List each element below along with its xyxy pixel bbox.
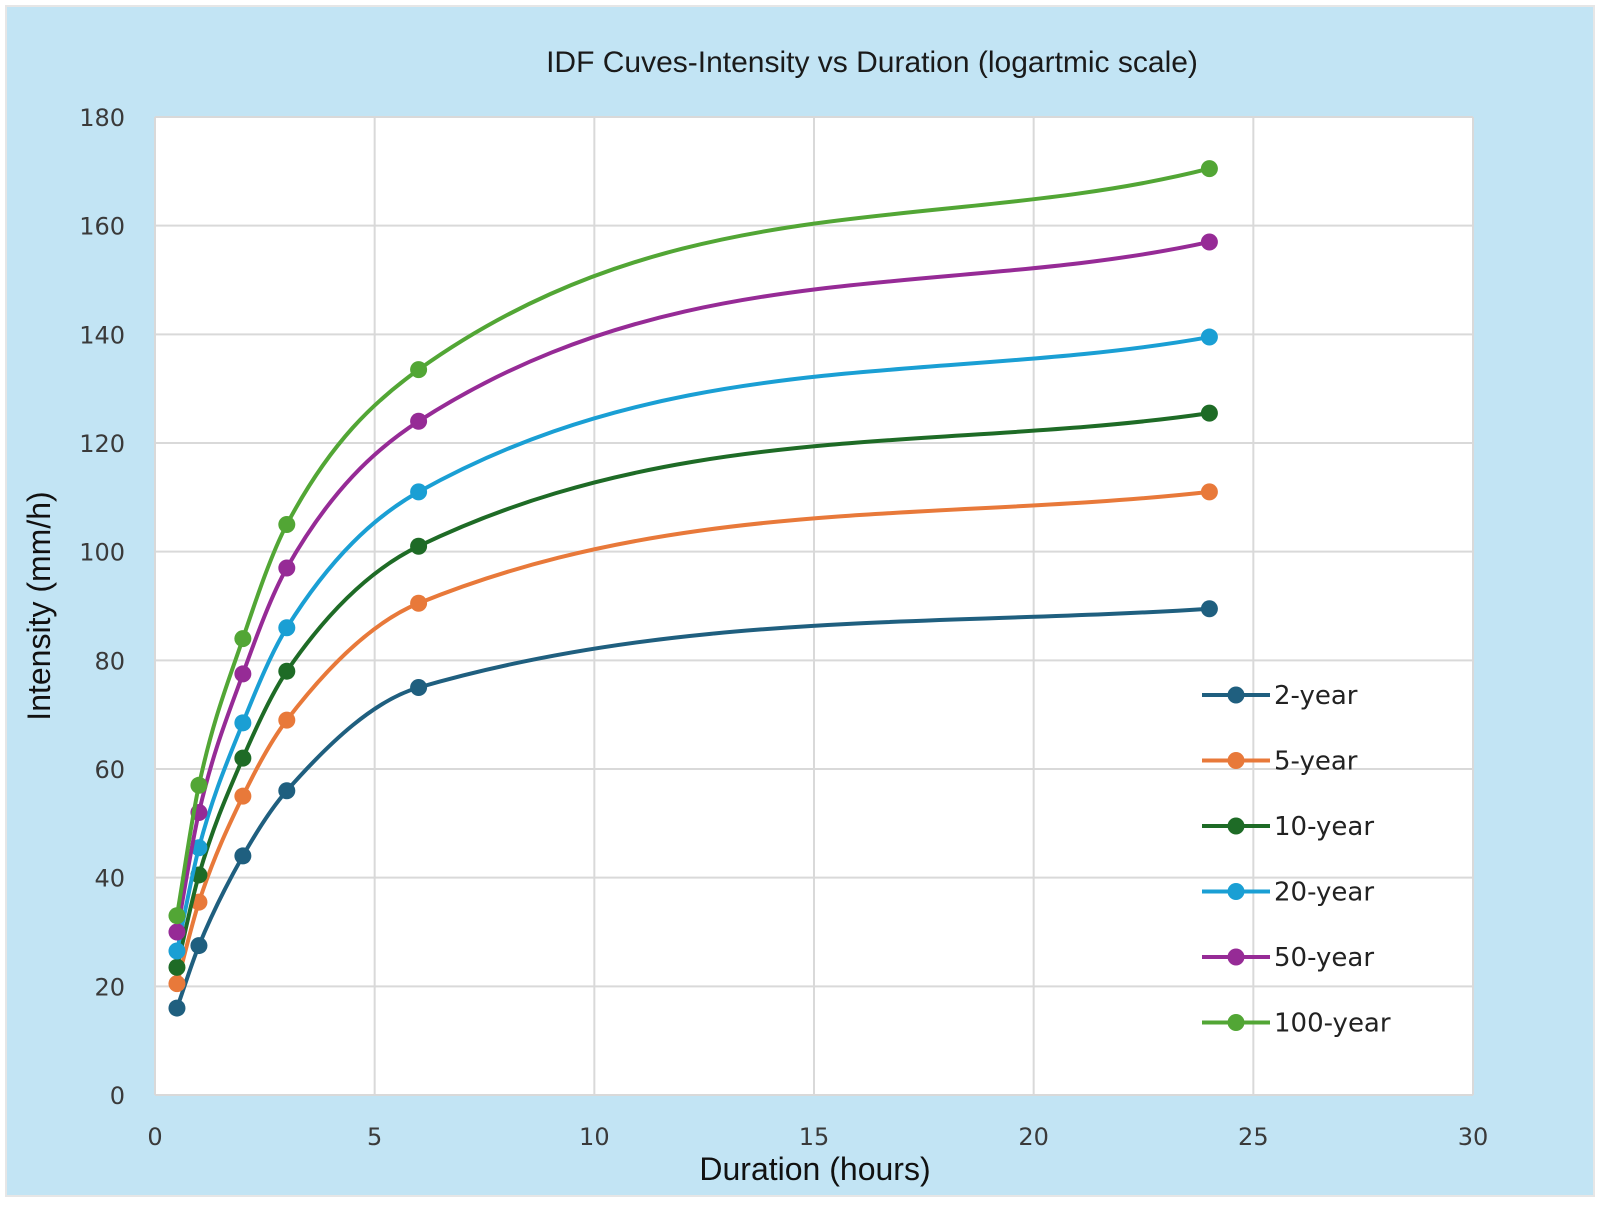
y-tick-label: 20 (94, 973, 125, 1001)
y-tick-label: 120 (79, 430, 125, 458)
series-20-year (168, 328, 1218, 960)
data-point (278, 559, 296, 577)
data-point (278, 516, 296, 533)
legend-item: 100-year (1202, 1009, 1391, 1039)
data-point (1200, 328, 1218, 346)
data-point (234, 665, 252, 683)
legend-label: 10-year (1274, 812, 1374, 842)
x-tick-label: 10 (579, 1123, 610, 1151)
legend-label: 5-year (1274, 747, 1358, 777)
data-point (278, 619, 296, 637)
legend: 2-year 5-year 10-year 20-year 50-year 100-yea… (1202, 681, 1391, 1039)
series-line (175, 606, 1210, 1009)
data-point (234, 714, 252, 732)
legend-item: 5-year (1202, 747, 1358, 777)
data-point (234, 749, 252, 767)
data-point (168, 923, 186, 941)
legend-label: 50-year (1274, 943, 1374, 973)
data-point (410, 361, 428, 379)
data-point (168, 999, 186, 1017)
y-tick-label: 0 (110, 1082, 125, 1110)
legend-marker (1227, 817, 1245, 835)
y-tick-label: 160 (79, 213, 125, 241)
x-tick-label: 0 (147, 1123, 162, 1151)
data-point (410, 679, 428, 696)
data-point (278, 662, 296, 680)
data-point (190, 839, 208, 857)
chart-title: IDF Cuves-Intensity vs Duration (logartm… (546, 46, 1198, 79)
series-2-year (168, 600, 1218, 1017)
legend-marker (1227, 1014, 1245, 1031)
data-point (410, 537, 428, 555)
legend-marker (1227, 752, 1245, 769)
data-point (278, 711, 296, 729)
x-tick-label: 30 (1458, 1123, 1489, 1151)
data-point (1200, 483, 1218, 501)
y-tick-label: 80 (94, 647, 125, 675)
tick-labels: 0 20 40 60 80 100 120 140 160 180 0 5 10 15 20 25 30 (79, 104, 1488, 1151)
x-tick-label: 5 (367, 1123, 382, 1151)
y-tick-label: 40 (94, 865, 125, 893)
data-point (410, 483, 428, 501)
gridlines (154, 116, 1474, 1096)
legend-item: 20-year (1202, 878, 1374, 908)
series-5-year (168, 483, 1218, 993)
legend-marker (1227, 948, 1245, 966)
legend-item: 50-year (1202, 943, 1374, 973)
data-point (190, 776, 208, 794)
data-point (190, 937, 208, 955)
data-point (234, 847, 252, 865)
data-point (1200, 233, 1218, 251)
series-100-year (168, 160, 1218, 925)
data-point (168, 958, 186, 976)
y-tick-label: 180 (79, 104, 125, 132)
series-line (175, 411, 1210, 968)
legend-marker (1227, 883, 1245, 900)
x-tick-label: 25 (1238, 1123, 1269, 1151)
y-tick-label: 60 (94, 756, 125, 784)
series-50-year (168, 233, 1218, 941)
data-point (168, 975, 186, 993)
y-tick-label: 100 (79, 539, 125, 567)
legend-item: 10-year (1202, 812, 1374, 842)
x-tick-label: 20 (1018, 1123, 1049, 1151)
legend-item: 2-year (1202, 681, 1358, 711)
legend-label: 2-year (1274, 681, 1358, 711)
data-point (1200, 404, 1218, 422)
data-point (410, 412, 428, 430)
x-tick-label: 15 (799, 1123, 830, 1151)
data-point (1200, 160, 1218, 178)
y-tick-label: 140 (79, 321, 125, 349)
x-axis-title: Duration (hours) (699, 1151, 930, 1187)
data-point (1200, 600, 1218, 618)
data-point (168, 942, 186, 960)
data-point (410, 594, 428, 612)
series-lines (168, 160, 1218, 1017)
legend-label: 100-year (1274, 1009, 1391, 1039)
y-axis-title: Intensity (mm/h) (21, 491, 57, 720)
legend-label: 20-year (1274, 878, 1374, 908)
data-point (234, 787, 252, 805)
series-line (175, 489, 1210, 985)
data-point (168, 907, 186, 925)
data-point (234, 630, 252, 648)
data-point (278, 782, 296, 800)
legend-marker (1227, 686, 1245, 704)
